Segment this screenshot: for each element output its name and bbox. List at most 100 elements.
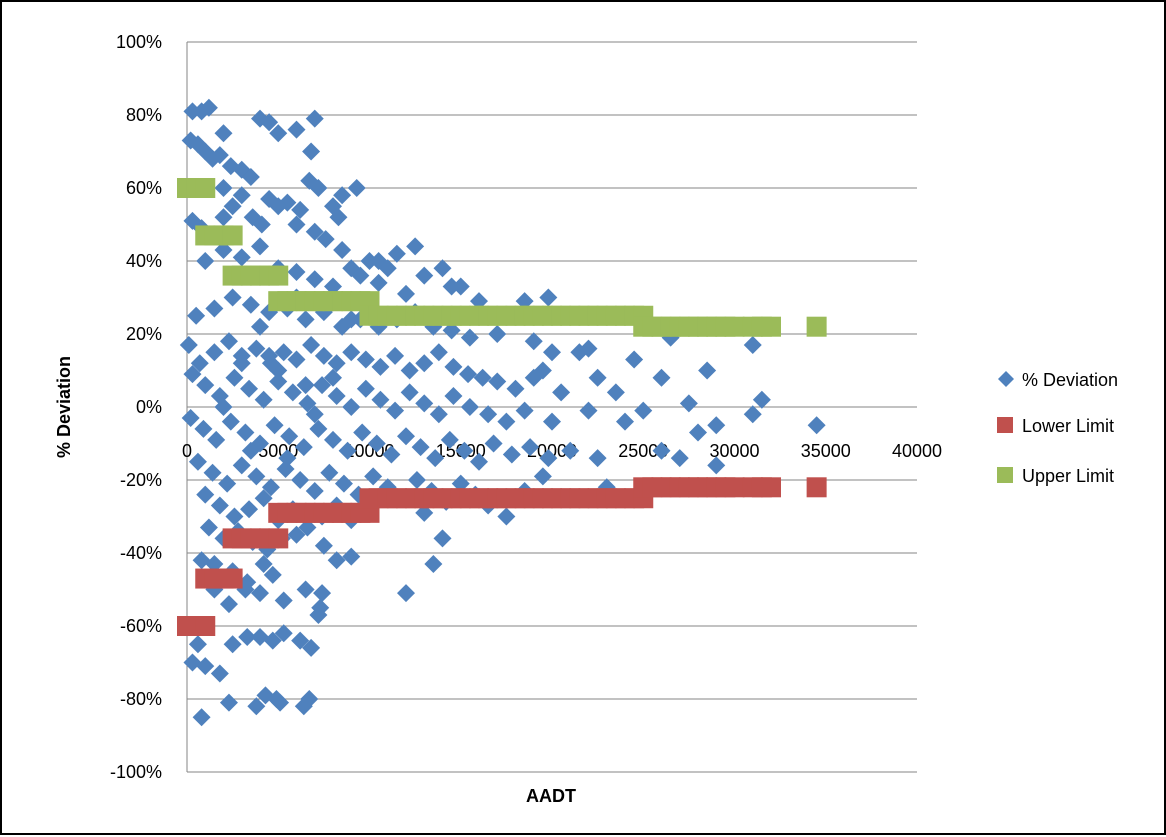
deviation-point — [327, 551, 346, 570]
deviation-point — [324, 368, 342, 387]
deviation-point — [313, 376, 332, 395]
deviation-point — [254, 554, 273, 573]
deviation-point — [218, 474, 237, 493]
deviation-point — [440, 430, 459, 449]
deviation-point — [305, 222, 324, 241]
lower-limit-point — [724, 477, 745, 498]
deviation-point — [371, 357, 390, 376]
deviation-point — [263, 631, 282, 650]
deviation-point — [254, 390, 273, 409]
deviation-point — [205, 299, 224, 318]
deviation-point — [305, 270, 324, 289]
deviation-point — [543, 412, 561, 431]
deviation-point — [251, 584, 269, 603]
deviation-point — [232, 248, 251, 267]
deviation-point — [324, 277, 342, 296]
deviation-point — [283, 383, 302, 402]
deviation-point — [225, 507, 244, 526]
deviation-point — [296, 580, 315, 599]
deviation-point — [265, 416, 284, 435]
deviation-point — [314, 346, 333, 365]
deviation-point — [533, 467, 552, 486]
y-tick-label: 60% — [126, 178, 162, 198]
deviation-point — [210, 664, 229, 683]
deviation-point — [351, 266, 370, 285]
deviation-point — [329, 208, 348, 227]
deviation-point — [342, 310, 361, 329]
deviation-point — [302, 335, 321, 354]
deviation-point — [378, 259, 397, 278]
deviation-point — [214, 124, 233, 143]
deviation-point — [287, 120, 306, 139]
upper-limit-point — [761, 316, 781, 337]
deviation-point — [278, 449, 297, 468]
deviation-point — [305, 109, 324, 128]
x-tick-label: 40000 — [892, 441, 942, 461]
deviation-point — [407, 471, 426, 489]
deviation-point — [689, 423, 707, 442]
deviation-point — [210, 496, 229, 515]
deviation-point — [320, 463, 339, 482]
deviation-point — [588, 368, 607, 387]
legend-marker-deviation — [998, 371, 1014, 387]
y-tick-label: 20% — [126, 324, 162, 344]
deviation-point — [269, 124, 288, 143]
x-axis-ticks: 0500010000150002000025000300003500040000 — [182, 441, 942, 461]
deviation-point — [232, 354, 251, 373]
deviation-point — [287, 525, 306, 544]
deviation-point — [313, 584, 332, 603]
deviation-point — [670, 449, 689, 468]
deviation-point — [294, 438, 313, 457]
deviation-point — [251, 627, 269, 646]
deviation-point — [196, 376, 215, 395]
deviation-point — [298, 518, 317, 537]
deviation-point — [515, 292, 534, 311]
deviation-point — [274, 343, 293, 362]
deviation-point — [298, 394, 317, 413]
deviation-point — [807, 416, 826, 435]
deviation-point — [333, 186, 352, 205]
deviation-point — [367, 434, 386, 453]
deviation-point — [433, 259, 452, 278]
deviation-point — [442, 277, 461, 296]
deviation-point — [616, 412, 634, 431]
deviation-point — [679, 394, 698, 413]
deviation-point — [287, 350, 306, 369]
deviation-point — [276, 460, 295, 479]
deviation-point — [707, 416, 726, 435]
deviation-point — [316, 230, 335, 249]
deviation-point — [470, 452, 488, 471]
deviation-point — [188, 452, 207, 471]
deviation-point — [309, 419, 328, 438]
deviation-point — [302, 638, 321, 657]
x-tick-label: 0 — [182, 441, 192, 461]
x-tick-label: 25000 — [618, 441, 668, 461]
deviation-point — [488, 372, 507, 391]
axis-lines — [186, 42, 917, 772]
upper-limit-point — [724, 316, 745, 337]
deviation-point — [347, 179, 366, 197]
deviation-point — [455, 441, 474, 460]
deviation-point — [327, 354, 346, 373]
deviation-point — [387, 244, 406, 263]
deviation-point — [247, 697, 266, 716]
deviation-point — [429, 405, 448, 424]
y-tick-label: 40% — [126, 251, 162, 271]
deviation-point — [199, 518, 218, 537]
deviation-point — [400, 361, 419, 380]
deviation-point — [240, 500, 259, 519]
deviation-point — [238, 627, 257, 646]
deviation-point — [260, 346, 279, 365]
deviation-point — [210, 146, 229, 165]
deviation-point — [260, 113, 279, 132]
deviation-point — [296, 376, 315, 395]
deviation-point — [241, 441, 260, 460]
deviation-point — [429, 343, 448, 362]
deviation-point — [203, 463, 222, 482]
legend-label-deviation: % Deviation — [1022, 370, 1118, 390]
deviation-point — [287, 262, 306, 281]
deviation-point — [460, 328, 479, 347]
deviation-point — [342, 343, 361, 362]
